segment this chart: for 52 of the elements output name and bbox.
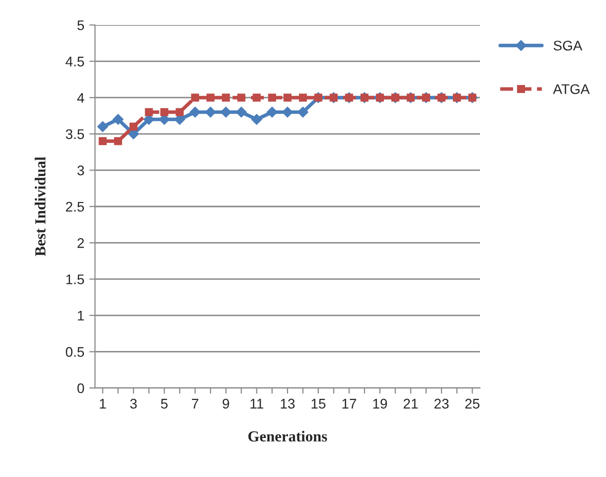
point xyxy=(266,106,278,118)
legend-label: ATGA xyxy=(553,84,590,94)
point xyxy=(98,137,107,146)
y-tick-label: 2 xyxy=(78,238,84,248)
x-axis-title: Generations xyxy=(248,430,328,442)
x-tick-label: 23 xyxy=(434,398,449,409)
point xyxy=(130,122,138,131)
x-tick-label: 3 xyxy=(130,398,137,409)
x-tick-label: 5 xyxy=(160,398,168,409)
x-tick-label: 9 xyxy=(222,398,230,409)
x-tick-label: 11 xyxy=(250,398,264,408)
point xyxy=(282,106,293,118)
point xyxy=(268,94,276,102)
x-tick-label: 13 xyxy=(280,398,295,409)
point xyxy=(112,114,124,125)
point xyxy=(205,106,216,118)
point xyxy=(114,137,122,146)
y-tick-label: 2.5 xyxy=(66,202,84,212)
y-tick-label: 0.5 xyxy=(66,347,84,357)
point xyxy=(298,94,307,102)
point xyxy=(236,106,247,118)
point xyxy=(191,94,200,102)
point xyxy=(206,94,214,102)
x-tick-label: 7 xyxy=(192,398,198,408)
point xyxy=(222,94,230,102)
x-tick-label: 17 xyxy=(342,398,356,408)
x-tick-label: 15 xyxy=(312,398,326,409)
point xyxy=(97,121,108,132)
y-tick-label: 0 xyxy=(77,383,84,394)
y-tick-label: 1 xyxy=(78,310,84,320)
x-tick-label: 19 xyxy=(373,398,387,409)
point xyxy=(237,94,246,102)
point xyxy=(144,108,153,116)
x-tick-label: 21 xyxy=(404,398,418,408)
point xyxy=(297,106,308,118)
point xyxy=(252,94,261,102)
point xyxy=(160,108,168,116)
x-tick-label: 25 xyxy=(465,398,480,409)
y-tick-label: 1.5 xyxy=(66,274,84,284)
point xyxy=(251,114,262,125)
point xyxy=(284,94,292,102)
y-tick-label: 3 xyxy=(77,166,84,176)
point xyxy=(190,106,201,118)
y-tick-label: 4 xyxy=(77,93,84,103)
y-tick-label: 3.5 xyxy=(66,129,84,140)
point xyxy=(220,106,232,118)
point xyxy=(176,108,184,116)
y-tick-label: 4.5 xyxy=(66,56,84,66)
y-tick-label: 5 xyxy=(77,20,84,30)
x-tick-label: 1 xyxy=(100,398,106,408)
legend-label: SGA xyxy=(554,40,582,51)
y-axis-title: Best Individual xyxy=(34,156,46,256)
